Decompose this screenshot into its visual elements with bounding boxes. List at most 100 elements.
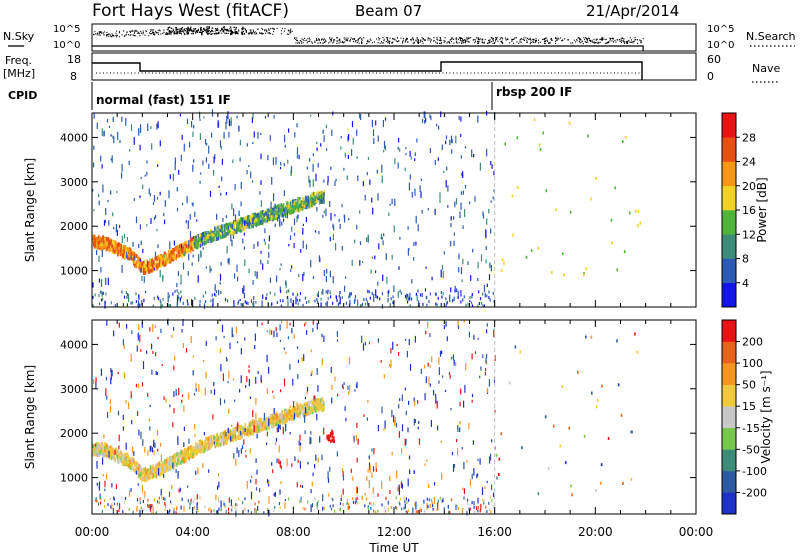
data-cell xyxy=(335,242,337,251)
data-cell xyxy=(146,261,149,268)
nsky-point xyxy=(501,37,503,39)
data-cell xyxy=(259,191,261,195)
data-cell xyxy=(166,462,169,467)
data-cell xyxy=(284,144,286,148)
data-cell xyxy=(260,219,262,224)
data-cell xyxy=(156,197,159,200)
nsky-point xyxy=(333,41,335,43)
data-cell xyxy=(242,287,244,293)
data-cell xyxy=(486,283,488,288)
nsky-point xyxy=(229,26,232,28)
data-cell xyxy=(130,391,132,399)
data-cell xyxy=(231,230,234,235)
data-cell xyxy=(276,210,278,215)
data-cell xyxy=(383,427,385,431)
nsky-point xyxy=(475,41,477,43)
data-cell xyxy=(410,156,412,160)
data-cell xyxy=(92,295,94,299)
nsky-point xyxy=(175,28,177,31)
data-cell xyxy=(92,282,94,288)
data-cell xyxy=(276,427,278,433)
data-cell xyxy=(276,301,278,304)
data-cell xyxy=(322,191,324,196)
data-cell xyxy=(119,450,121,455)
data-cell xyxy=(186,240,188,245)
data-cell xyxy=(171,250,173,255)
data-cell xyxy=(161,260,164,265)
nsky-point xyxy=(529,37,531,39)
data-cell xyxy=(377,338,379,343)
nsky-point xyxy=(250,32,252,34)
data-cell xyxy=(168,253,171,258)
data-cell xyxy=(290,416,293,421)
data-cell xyxy=(488,209,490,214)
data-cell xyxy=(114,249,116,254)
data-cell xyxy=(291,226,293,232)
data-cell xyxy=(162,258,165,263)
data-cell xyxy=(151,475,153,479)
nsky-point xyxy=(356,42,358,44)
data-cell xyxy=(516,186,519,190)
nsky-point xyxy=(529,39,531,41)
data-cell xyxy=(189,141,191,148)
data-cell xyxy=(142,476,145,481)
data-cell xyxy=(267,260,269,265)
nsky-point xyxy=(306,39,308,41)
data-cell xyxy=(199,180,201,184)
data-cell xyxy=(356,156,358,159)
data-cell xyxy=(155,464,157,469)
data-cell xyxy=(262,263,264,270)
nsky-point xyxy=(591,40,593,42)
data-cell xyxy=(398,266,400,270)
data-cell xyxy=(369,502,371,505)
data-cell xyxy=(373,293,375,302)
data-cell xyxy=(149,193,151,197)
data-cell xyxy=(248,165,250,168)
nsky-point xyxy=(602,37,604,39)
data-cell xyxy=(230,121,232,127)
nsky-point xyxy=(597,41,599,43)
data-cell xyxy=(167,295,169,303)
data-cell xyxy=(278,207,280,212)
nsky-point xyxy=(523,39,525,41)
data-cell xyxy=(407,294,409,298)
nsky-point xyxy=(428,37,430,39)
data-cell xyxy=(155,474,157,478)
nsky-point xyxy=(379,42,381,44)
data-cell xyxy=(271,424,273,429)
nsky-point xyxy=(473,39,475,41)
data-cell xyxy=(159,467,161,472)
data-cell xyxy=(134,259,136,264)
data-cell xyxy=(315,403,317,407)
data-cell xyxy=(267,416,270,421)
nsky-point xyxy=(289,32,291,34)
data-cell xyxy=(99,302,101,305)
nsky-point xyxy=(97,32,99,34)
data-cell xyxy=(474,196,476,202)
nsky-point xyxy=(262,28,264,31)
nsky-point xyxy=(257,28,259,30)
data-cell xyxy=(237,227,240,232)
data-cell xyxy=(135,216,138,224)
data-cell xyxy=(212,298,214,306)
data-cell xyxy=(220,192,222,196)
data-cell xyxy=(238,125,240,132)
data-cell xyxy=(167,467,169,472)
data-cell xyxy=(216,237,218,241)
data-cell xyxy=(174,289,176,293)
data-cell xyxy=(130,124,133,131)
data-cell xyxy=(104,301,106,305)
nsky-point xyxy=(255,33,257,35)
nsky-point xyxy=(219,32,221,34)
nsky-point xyxy=(561,40,563,42)
data-cell xyxy=(302,408,305,413)
data-cell xyxy=(277,204,279,209)
data-cell xyxy=(229,232,232,237)
nsky-point xyxy=(133,32,135,34)
nsky-point xyxy=(218,31,219,33)
data-cell xyxy=(143,260,146,265)
nsky-point xyxy=(593,41,595,44)
data-cell xyxy=(467,261,469,266)
nsky-point xyxy=(166,33,168,36)
nsky-point xyxy=(455,38,457,40)
